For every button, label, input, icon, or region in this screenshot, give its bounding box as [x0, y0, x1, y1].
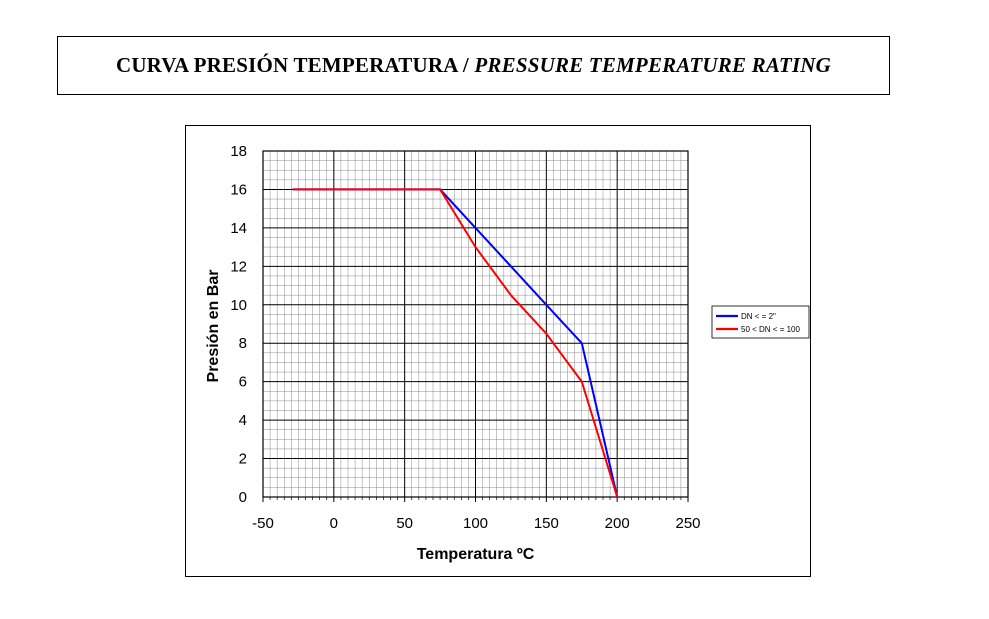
- x-tick-label: 250: [675, 515, 700, 532]
- legend-label-dn-2: DN < = 2": [741, 312, 776, 321]
- y-axis-title: Presión en Bar: [205, 270, 222, 383]
- x-axis-title: Temperatura ºC: [417, 546, 535, 563]
- y-tick-label: 4: [239, 412, 247, 429]
- title-english: PRESSURE TEMPERATURE RATING: [474, 53, 832, 77]
- page-title: CURVA PRESIÓN TEMPERATURA / PRESSURE TEM…: [116, 53, 831, 78]
- pressure-temperature-chart: -50 0 50 100 150 200 250 0 2 4 6 8 10 12 14 16 18 Tempe…: [205, 143, 810, 563]
- legend: DN < = 2" 50 < DN < = 100: [711, 305, 810, 339]
- x-axis-minor-ticks: [262, 497, 689, 502]
- x-tick-label: 200: [605, 515, 630, 532]
- x-axis-tick-labels: -50 0 50 100 150 200 250: [252, 515, 700, 532]
- y-tick-label: 2: [239, 451, 247, 468]
- y-tick-label: 16: [230, 181, 247, 198]
- x-tick-label: 100: [463, 515, 488, 532]
- title-spanish: CURVA PRESIÓN TEMPERATURA /: [115, 53, 475, 77]
- y-tick-label: 6: [239, 374, 247, 391]
- legend-box: [711, 305, 810, 339]
- legend-label-dn-50-100: 50 < DN < = 100: [741, 325, 800, 334]
- y-tick-label: 0: [239, 489, 247, 506]
- x-tick-label: 0: [330, 515, 338, 532]
- y-tick-label: 12: [230, 258, 247, 275]
- y-tick-label: 8: [239, 335, 247, 352]
- y-tick-label: 14: [230, 220, 247, 237]
- y-axis-tick-labels: 0 2 4 6 8 10 12 14 16 18: [230, 143, 247, 506]
- x-tick-label: -50: [252, 515, 274, 532]
- series-lines: [292, 188, 619, 498]
- x-tick-label: 150: [534, 515, 559, 532]
- y-tick-label: 18: [230, 143, 247, 160]
- title-box: CURVA PRESIÓN TEMPERATURA / PRESSURE TEM…: [57, 36, 890, 95]
- y-tick-label: 10: [230, 297, 247, 314]
- series-line-1: [292, 188, 619, 498]
- x-tick-label: 50: [396, 515, 413, 532]
- chart-frame: -50 0 50 100 150 200 250 0 2 4 6 8 10 12 14 16 18 Tempe…: [185, 125, 811, 577]
